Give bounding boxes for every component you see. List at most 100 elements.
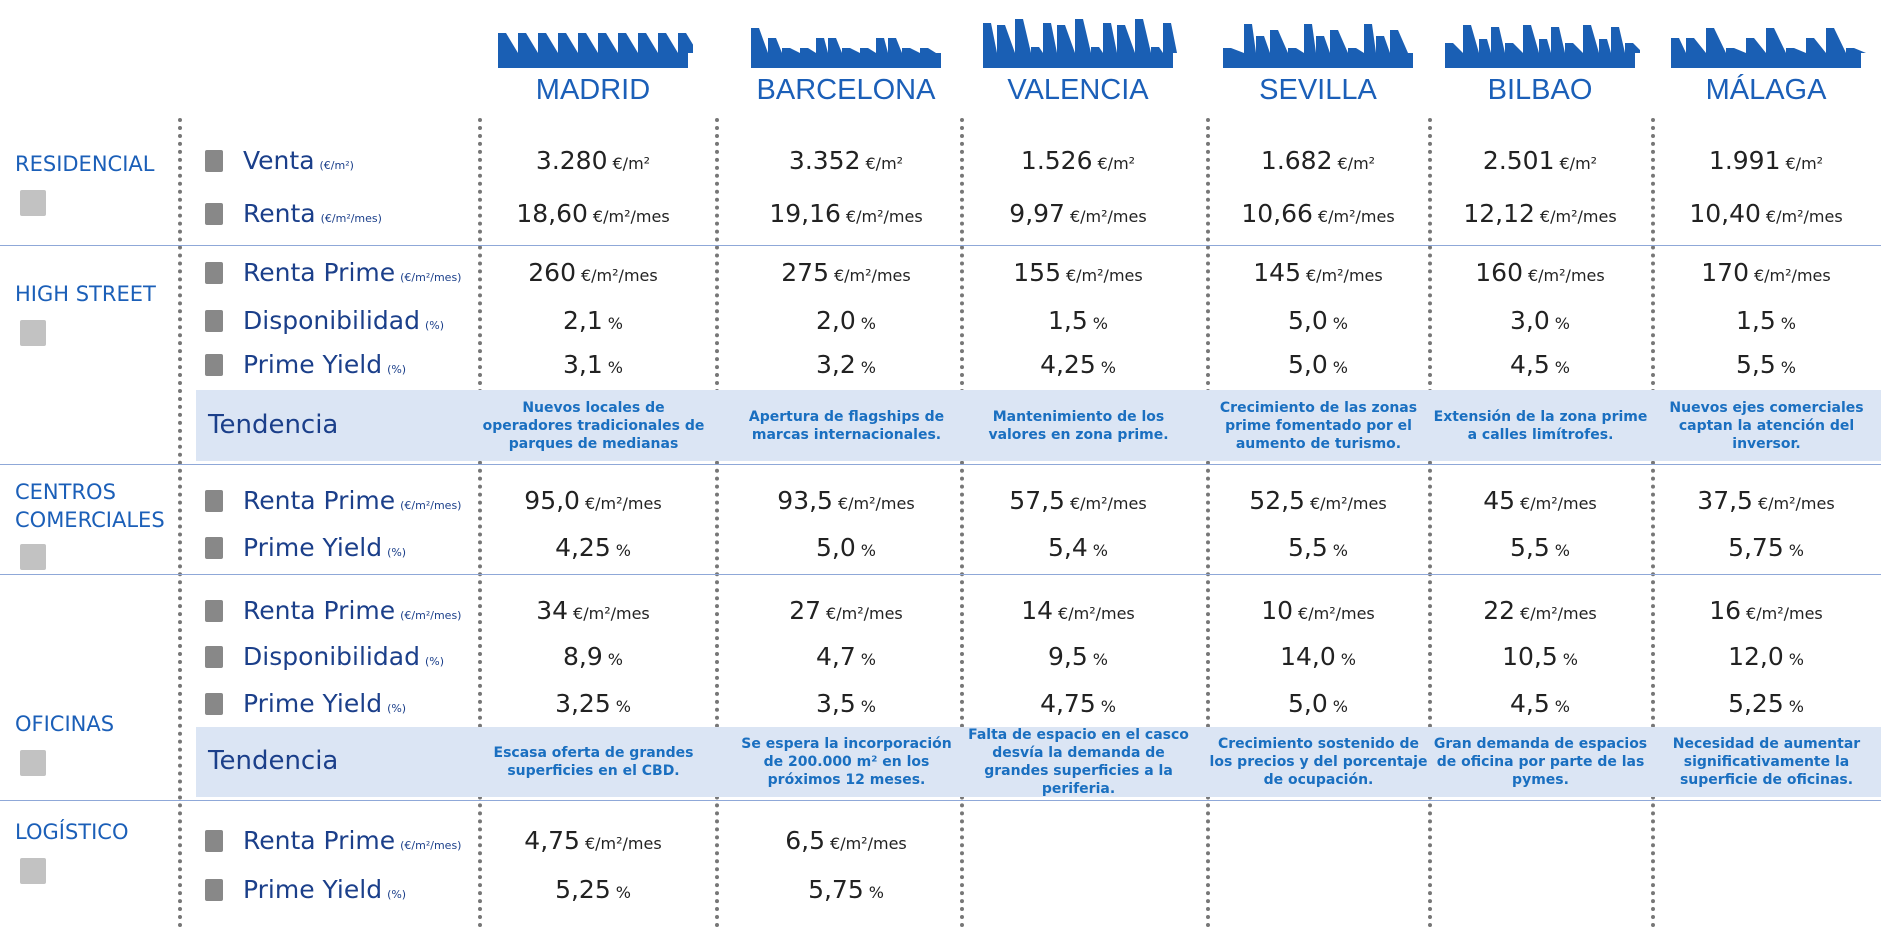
metric-unit: (%): [387, 546, 407, 559]
trend-text: Apertura de flagships de marcas internac…: [734, 390, 959, 461]
value: 1.991: [1708, 146, 1781, 175]
value-unit: %: [1788, 697, 1804, 716]
metric-name: Disponibilidad: [243, 306, 420, 335]
value-cell: 95,0 €/m²/mes: [473, 486, 713, 515]
metric-unit: (€/m²): [319, 159, 354, 172]
value-unit: %: [1100, 697, 1116, 716]
metric-icon: [205, 150, 223, 172]
skyline: [1671, 28, 1866, 68]
section-icon: [20, 190, 46, 216]
value-unit: €/m²/mes: [1539, 207, 1617, 226]
value: 4,5: [1510, 350, 1550, 379]
value-unit: €/m²/mes: [592, 207, 670, 226]
value-unit: €/m²/mes: [1765, 207, 1843, 226]
city-name: MÁLAGA: [1705, 74, 1827, 106]
value-unit: %: [1092, 314, 1108, 333]
value-cell: 1.682 €/m²: [1198, 146, 1438, 175]
trend-text: Necesidad de aumentar significativamente…: [1654, 727, 1879, 797]
value: 9,97: [1009, 199, 1065, 228]
value-cell: 10 €/m²/mes: [1198, 596, 1438, 625]
value: 52,5: [1249, 486, 1305, 515]
value-unit: €/m²: [612, 154, 651, 173]
value-unit: €/m²/mes: [1527, 266, 1605, 285]
value: 4,7: [816, 642, 856, 671]
value-cell: 275 €/m²/mes: [726, 258, 966, 287]
metric-icon: [205, 490, 223, 512]
metric-name: Renta: [243, 199, 316, 228]
metric-name: Prime Yield: [243, 875, 383, 904]
value-unit: %: [615, 883, 631, 902]
city-name: VALENCIA: [1007, 74, 1149, 106]
value-cell: 37,5 €/m²/mes: [1646, 486, 1881, 515]
value: 34: [536, 596, 569, 625]
metric-label: Prime Yield (%): [243, 689, 406, 718]
metric-unit: (%): [387, 888, 407, 901]
value-unit: €/m²/mes: [584, 834, 662, 853]
value: 10,5: [1502, 642, 1558, 671]
trend-text: Crecimiento de las zonas prime fomentado…: [1206, 390, 1431, 461]
value-unit: %: [1780, 314, 1796, 333]
value-unit: €/m²: [1559, 154, 1598, 173]
value: 1.526: [1020, 146, 1093, 175]
trend-text-content: Necesidad de aumentar significativamente…: [1672, 736, 1861, 788]
value: 5,0: [1288, 306, 1328, 335]
section-name: RESIDENCIAL: [15, 152, 155, 176]
value-cell: 4,25%: [473, 533, 713, 562]
metric-name: Renta Prime: [243, 486, 396, 515]
value: 3,25: [555, 689, 611, 718]
metric-unit: (%): [424, 655, 444, 668]
value-cell: 57,5 €/m²/mes: [958, 486, 1198, 515]
value-unit: €/m²/mes: [1305, 266, 1383, 285]
trend-label: Tendencia: [208, 409, 339, 440]
value: 5,5: [1288, 533, 1328, 562]
metric-icon: [205, 600, 223, 622]
value-cell: 5,0%: [1198, 306, 1438, 335]
metric-icon: [205, 830, 223, 852]
trend-text-content: Nuevos locales de operadores tradicional…: [482, 399, 705, 452]
column-separator: [960, 118, 964, 928]
value-unit: €/m²/mes: [1746, 604, 1823, 623]
value-cell: 12,0%: [1646, 642, 1881, 671]
skyline-shape: [1223, 24, 1413, 68]
section-name: CENTROS COMERCIALES: [15, 480, 165, 532]
trend-label: Tendencia: [208, 746, 339, 776]
value-cell: 10,66 €/m²/mes: [1198, 199, 1438, 228]
value-unit: %: [1092, 650, 1108, 669]
value-cell: 5,5%: [1198, 533, 1438, 562]
metric-unit: (%): [387, 702, 407, 715]
value-cell: 52,5 €/m²/mes: [1198, 486, 1438, 515]
city-name: SEVILLA: [1259, 74, 1377, 106]
trend-text-content: Nuevos ejes comerciales captan la atenci…: [1669, 399, 1864, 452]
value: 3,1: [563, 350, 603, 379]
value-unit: %: [607, 650, 623, 669]
value-cell: 4,75 €/m²/mes: [473, 826, 713, 855]
section-name: OFICINAS: [15, 712, 115, 736]
value-unit: €/m²/mes: [1309, 494, 1387, 513]
section-line: [0, 800, 1881, 801]
value-cell: 9,5%: [958, 642, 1198, 671]
trend-text: Crecimiento sostenido de los precios y d…: [1206, 727, 1431, 797]
column-separator: [1651, 118, 1655, 928]
value-cell: 3.352 €/m²: [726, 146, 966, 175]
value-unit: %: [1332, 358, 1348, 377]
section-name: HIGH STREET: [15, 282, 156, 306]
trend-text: Falta de espacio en el casco desvía la d…: [966, 727, 1191, 797]
value-cell: 5,0%: [1198, 350, 1438, 379]
value-cell: 12,12 €/m²/mes: [1420, 199, 1660, 228]
trend-text: Escasa oferta de grandes superficies en …: [481, 727, 706, 797]
metric-icon: [205, 203, 223, 225]
metric-unit: (%): [424, 319, 444, 332]
value-cell: 4,7%: [726, 642, 966, 671]
value: 5,25: [1728, 689, 1784, 718]
metric-label: Prime Yield (%): [243, 875, 406, 904]
trend-text-content: Extensión de la zona prime a calles limí…: [1433, 408, 1648, 443]
skyline-shape: [751, 28, 941, 68]
value-cell: 4,5%: [1420, 689, 1660, 718]
skyline: [1223, 24, 1413, 68]
value: 3,5: [816, 689, 856, 718]
value: 5,0: [816, 533, 856, 562]
value-unit: €/m²/mes: [1317, 207, 1395, 226]
value-cell: 9,97 €/m²/mes: [958, 199, 1198, 228]
metric-name: Prime Yield: [243, 350, 383, 379]
value-cell: 4,25%: [958, 350, 1198, 379]
